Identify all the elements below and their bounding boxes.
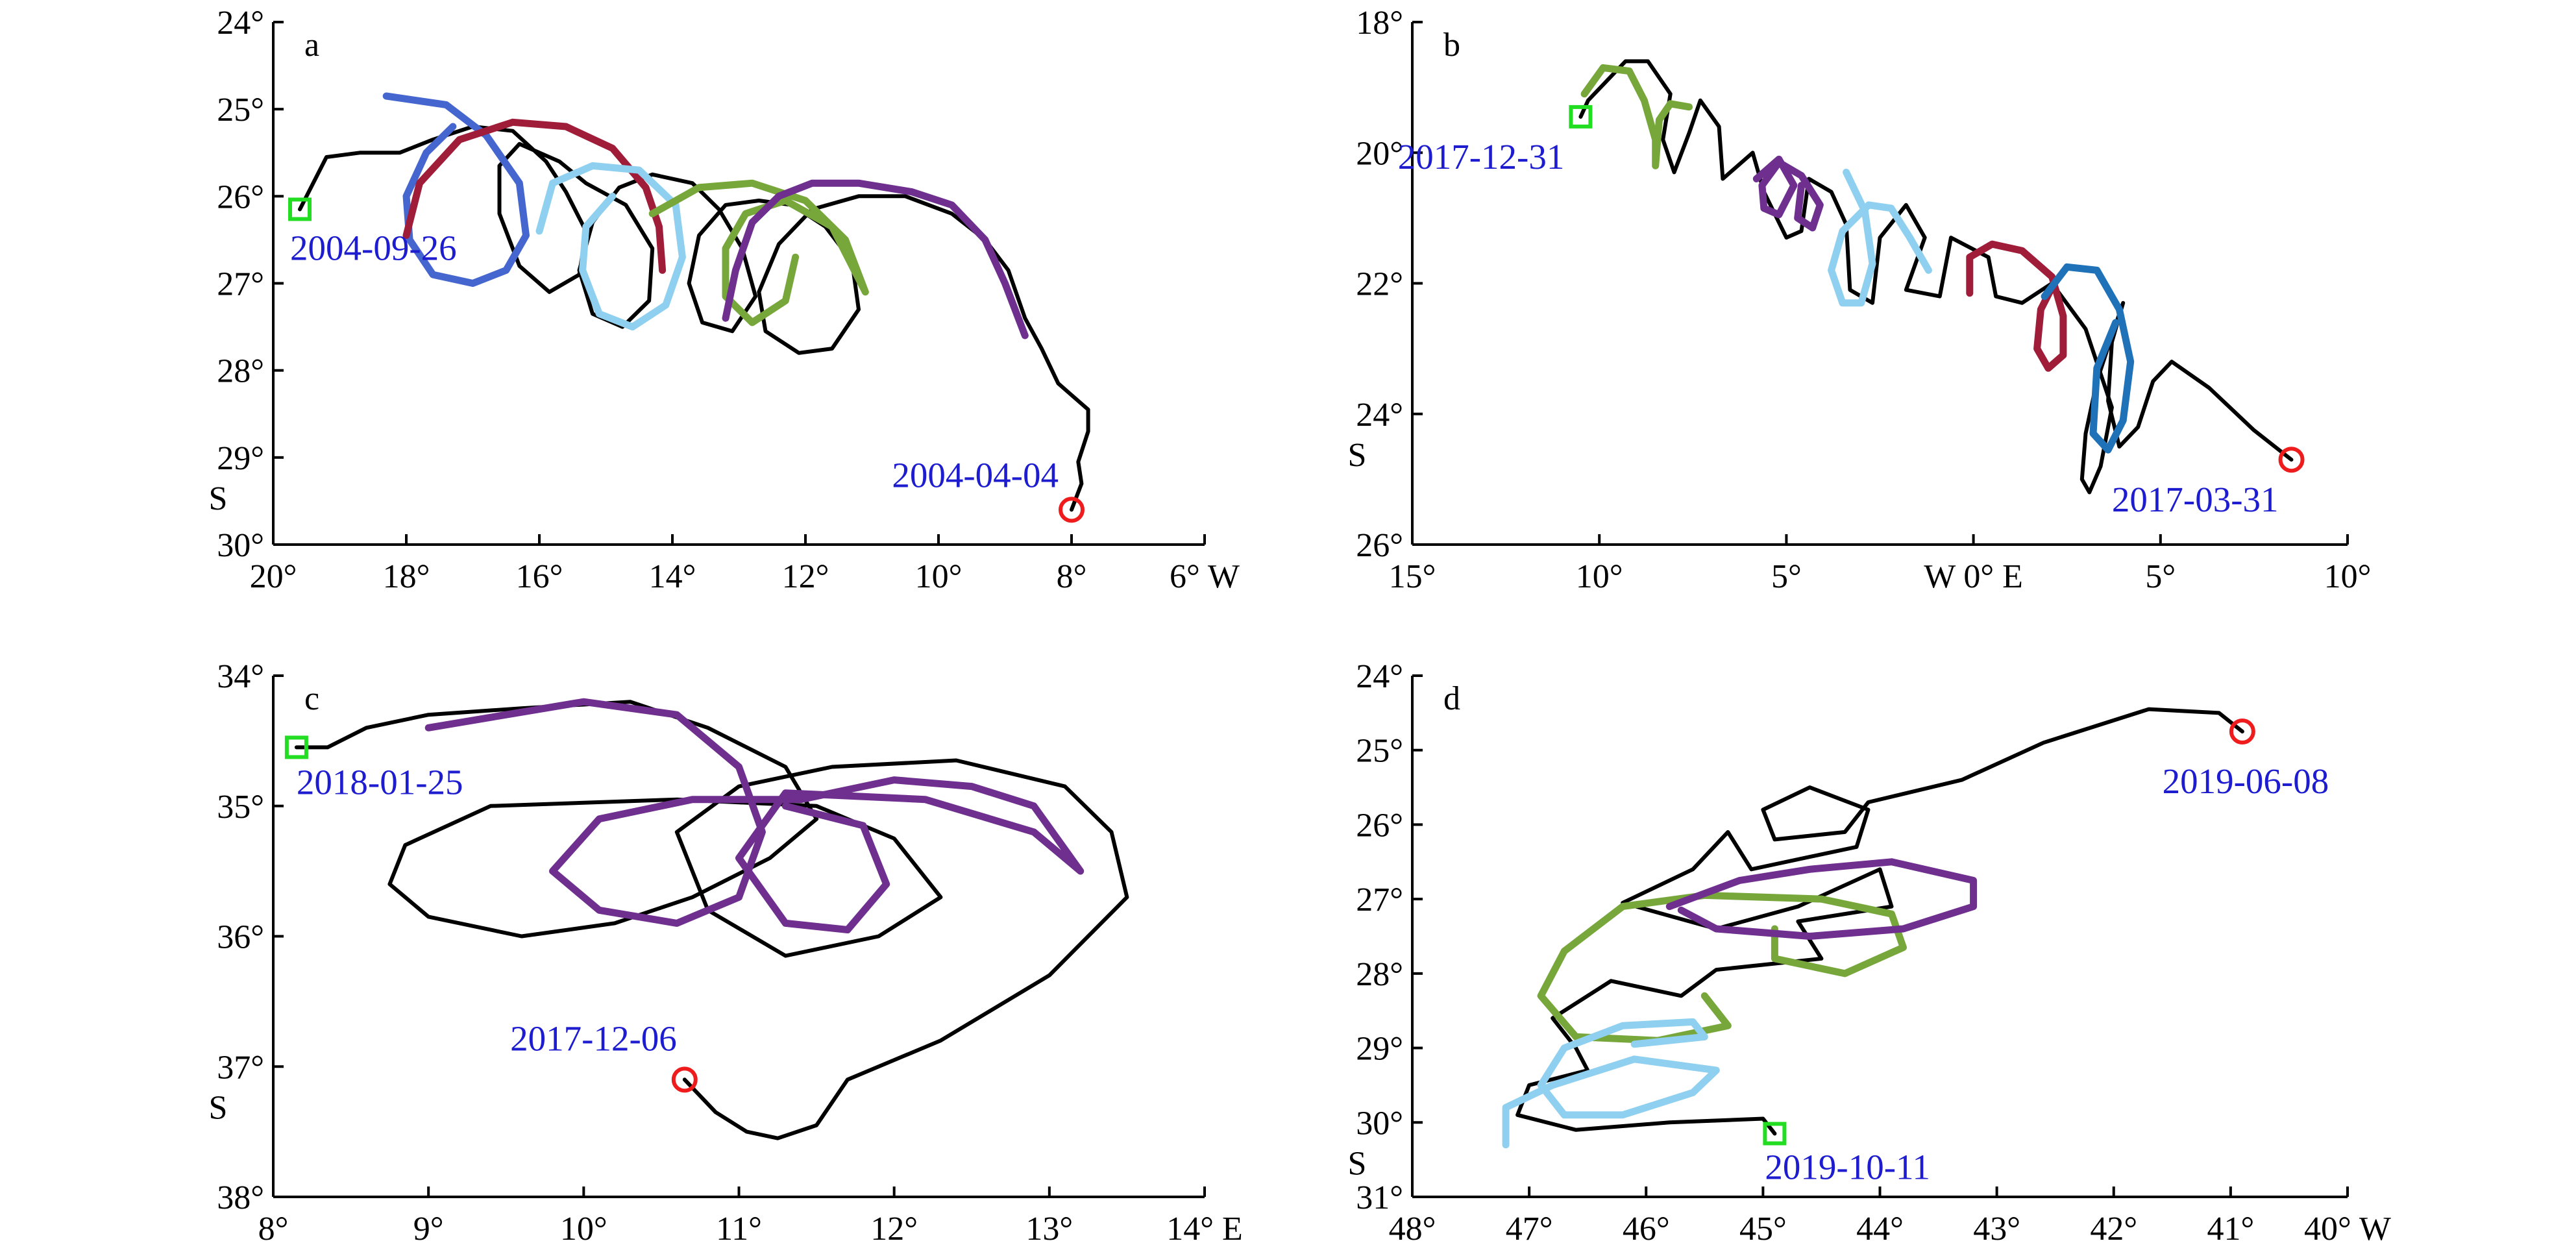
x-tick-label: 5°: [2145, 558, 2176, 595]
x-tick-label: 10°: [915, 558, 963, 595]
y-axis-unit: S: [1348, 1145, 1367, 1182]
y-tick-label: 24°: [1356, 397, 1403, 434]
panel-c: 8° 9° 10° 11° 12° 13° 14° E 34° 35° 36° 37° 38° Sc 20…: [209, 658, 1243, 1248]
end-date-label: 2017-12-31: [1398, 137, 1565, 177]
x-tick-label: W 0° E: [1924, 558, 2023, 595]
drifter-track: [1578, 59, 2294, 495]
x-tick-label: 20°: [250, 558, 297, 595]
start-date-label: 2004-04-04: [892, 455, 1059, 495]
y-tick-label: 27°: [1356, 881, 1403, 918]
x-tick-label: 40° W: [2304, 1211, 2391, 1248]
eddy-track-segment: [1580, 64, 1693, 169]
drifter-track: [294, 700, 1129, 1140]
eddy-track-segment: [1828, 168, 1932, 307]
eddy-track-segment: [648, 179, 869, 326]
x-tick-label: 13°: [1025, 1211, 1073, 1248]
start-date-label: 2017-12-06: [510, 1018, 677, 1058]
x-tick-label: 18°: [383, 558, 430, 595]
x-tick-label: 42°: [2090, 1211, 2137, 1248]
start-circle-marker: [2278, 447, 2305, 473]
y-tick-label: 25°: [1356, 733, 1403, 770]
eddy-track-segment: [424, 698, 1085, 933]
y-tick-label: 30°: [217, 527, 264, 564]
start-circle-marker: [2229, 719, 2255, 745]
end-square-marker: [288, 197, 312, 221]
x-tick-label: 15°: [1389, 558, 1436, 595]
panel-letter: d: [1443, 680, 1460, 717]
x-tick-label: 16°: [516, 558, 563, 595]
end-square-marker: [284, 735, 308, 759]
x-tick-label: 41°: [2207, 1211, 2254, 1248]
start-date-label: 2019-06-08: [2163, 761, 2329, 801]
y-tick-label: 26°: [1356, 807, 1403, 844]
y-tick-label: 27°: [217, 266, 264, 303]
x-tick-label: 8°: [258, 1211, 289, 1248]
x-tick-label: 14°: [649, 558, 696, 595]
y-tick-label: 35°: [217, 789, 264, 826]
eddy-track-segment: [535, 162, 686, 331]
y-tick-label: 25°: [217, 92, 264, 129]
eddy-track-segment: [722, 179, 1029, 339]
x-tick-label: 43°: [1973, 1211, 2020, 1248]
y-tick-label: 29°: [217, 440, 264, 477]
panel-d: 48° 47° 46° 45° 44° 43° 42° 41° 40° W 24° 25° 26° 27…: [1348, 658, 2391, 1248]
x-tick-label: 9°: [413, 1211, 444, 1248]
panel-b: 15° 10° 5° W 0° E 5° 10° 18° 20° 22° 24° 26° Sb 2017…: [1348, 5, 2372, 595]
y-tick-label: 31°: [1356, 1179, 1403, 1216]
x-tick-label: 10°: [1576, 558, 1623, 595]
x-tick-label: 44°: [1856, 1211, 1904, 1248]
x-tick-label: 8°: [1057, 558, 1087, 595]
x-tick-label: 46°: [1623, 1211, 1670, 1248]
end-date-label: 2004-09-26: [290, 228, 457, 267]
x-tick-label: 11°: [716, 1211, 762, 1248]
y-tick-label: 28°: [1356, 956, 1403, 993]
y-tick-label: 28°: [217, 353, 264, 390]
start-circle-marker: [1059, 497, 1085, 523]
x-tick-label: 10°: [560, 1211, 607, 1248]
y-tick-label: 24°: [1356, 658, 1403, 695]
y-tick-label: 38°: [217, 1179, 264, 1216]
panel-letter: a: [304, 27, 319, 64]
panel-letter: b: [1443, 27, 1460, 64]
eddy-track-segment: [1502, 1018, 1720, 1149]
end-square-marker: [1763, 1122, 1787, 1146]
y-tick-label: 24°: [217, 5, 264, 42]
x-tick-label: 47°: [1506, 1211, 1553, 1248]
eddy-track-segment: [1665, 858, 1978, 940]
eddy-track-segment: [1966, 240, 2067, 372]
y-tick-label: 29°: [1356, 1031, 1403, 1068]
y-tick-label: 26°: [1356, 527, 1403, 564]
y-axis-unit: S: [1348, 437, 1367, 474]
drifter-track: [1515, 707, 2244, 1136]
x-tick-label: 14° E: [1166, 1211, 1243, 1248]
x-tick-label: 10°: [2324, 558, 2372, 595]
x-tick-label: 5°: [1771, 558, 1802, 595]
eddy-track-segment: [1752, 155, 1824, 232]
y-axis-unit: S: [209, 480, 228, 517]
x-tick-label: 12°: [870, 1211, 918, 1248]
y-tick-label: 36°: [217, 919, 264, 956]
x-tick-label: 6° W: [1170, 558, 1240, 595]
y-tick-label: 18°: [1356, 5, 1403, 42]
x-tick-label: 48°: [1389, 1211, 1436, 1248]
y-tick-label: 34°: [217, 658, 264, 695]
y-tick-label: 30°: [1356, 1105, 1403, 1142]
start-date-label: 2017-03-31: [2112, 480, 2279, 519]
y-axis-unit: S: [209, 1089, 228, 1126]
y-tick-label: 22°: [1356, 266, 1403, 303]
eddy-track-segment: [2041, 263, 2135, 454]
x-tick-label: 45°: [1739, 1211, 1787, 1248]
panel-letter: c: [304, 680, 319, 717]
end-square-marker: [1569, 104, 1593, 129]
x-tick-label: 12°: [782, 558, 829, 595]
end-date-label: 2019-10-11: [1765, 1147, 1930, 1186]
start-circle-marker: [671, 1066, 698, 1093]
y-tick-label: 26°: [217, 178, 264, 215]
y-tick-label: 20°: [1356, 135, 1403, 172]
end-date-label: 2018-01-25: [297, 762, 463, 802]
panel-a: 20° 18° 16° 14° 12° 10° 8° 6° W 24° 25° 26° 27° 28° 2…: [209, 5, 1240, 595]
y-tick-label: 37°: [217, 1049, 264, 1086]
